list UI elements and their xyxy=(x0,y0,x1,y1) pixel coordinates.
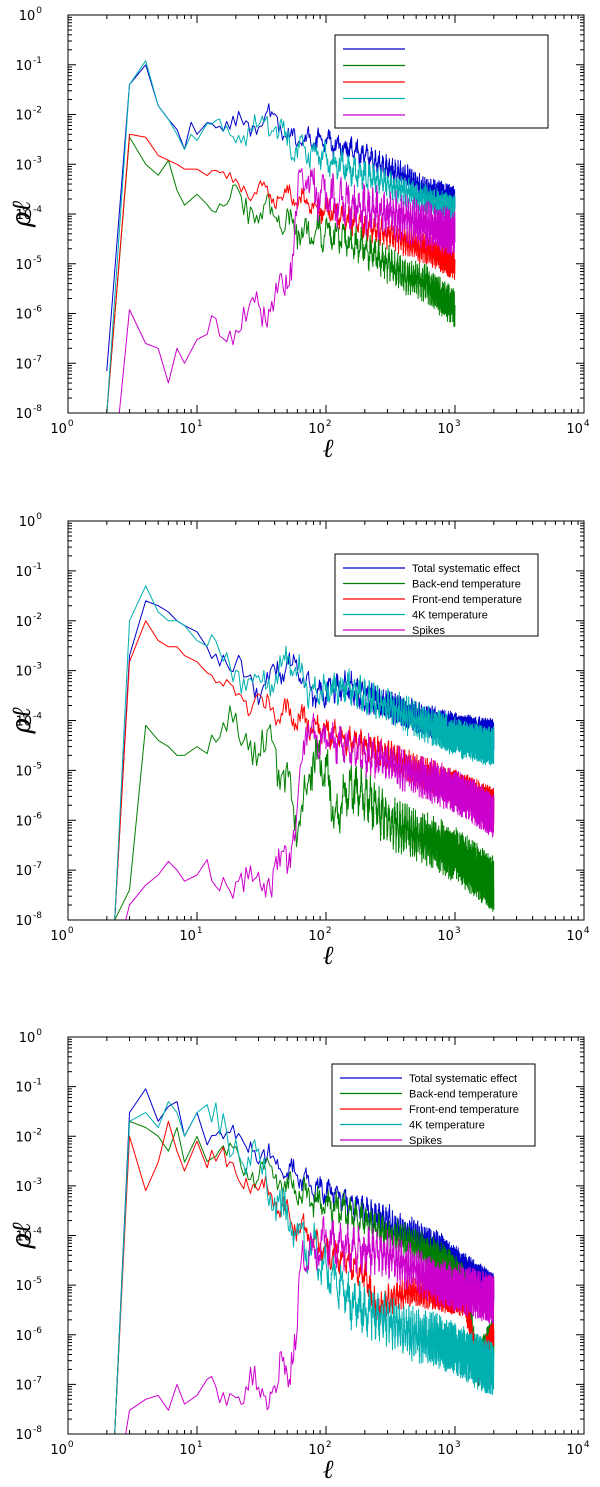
y-tick-label: 10-6 xyxy=(15,305,42,323)
y-tick-label: 10-6 xyxy=(15,1326,42,1344)
y-tick-label: 10-8 xyxy=(15,1425,42,1443)
series-line-spikes xyxy=(125,1216,495,1434)
y-axis-label: ρℓ xyxy=(7,1222,37,1249)
x-tick-label: 104 xyxy=(566,1440,590,1458)
x-axis-label: ℓ xyxy=(323,1455,334,1485)
legend: Total systematic effect Back-end temperat… xyxy=(334,553,539,637)
y-tick-label: 10-2 xyxy=(15,1127,42,1145)
legend-label: Back-end temperature xyxy=(409,1089,518,1101)
legend-label: 4K temperature xyxy=(412,610,488,622)
x-axis-label: ℓ xyxy=(323,941,334,971)
legend-label: Front-end temperature xyxy=(412,594,522,606)
chart-panel-3: 100 101 102 103 10410-810-710-610-510-410-31… xyxy=(7,1028,590,1485)
series-group xyxy=(106,60,456,413)
x-tick-label: 103 xyxy=(437,926,460,944)
x-axis-label: ℓ xyxy=(323,434,334,464)
y-tick-label: 10-3 xyxy=(15,155,42,173)
legend xyxy=(334,34,549,129)
y-tick-label: 10-5 xyxy=(15,1276,42,1294)
series-line-4k-temperature xyxy=(114,585,495,920)
y-tick-label: 10-7 xyxy=(15,1375,42,1393)
legend-label: Total systematic effect xyxy=(409,1073,517,1085)
x-tick-label: 103 xyxy=(437,419,460,437)
x-tick-label: 103 xyxy=(437,1440,460,1458)
y-tick-label: 10-5 xyxy=(15,255,42,273)
y-tick-label: 10-6 xyxy=(15,811,42,829)
y-tick-label: 10-7 xyxy=(15,354,42,372)
y-tick-label: 10-1 xyxy=(15,1078,42,1096)
x-tick-label: 101 xyxy=(179,926,202,944)
y-tick-label: 10-7 xyxy=(15,861,42,879)
series-line-4k-temperature xyxy=(114,1101,495,1434)
y-tick-label: 100 xyxy=(19,1028,43,1046)
series-group xyxy=(114,585,495,920)
x-tick-label: 101 xyxy=(179,1440,202,1458)
y-tick-label: 10-8 xyxy=(15,911,42,929)
legend-label: 4K temperature xyxy=(409,1120,485,1132)
y-tick-label: 100 xyxy=(19,512,43,530)
series-group xyxy=(114,1088,495,1434)
y-tick-label: 10-3 xyxy=(15,1177,42,1195)
y-tick-label: 10-5 xyxy=(15,761,42,779)
series-line-back-end-temperature xyxy=(114,705,495,920)
x-tick-label: 104 xyxy=(566,926,590,944)
legend-label: Spikes xyxy=(409,1135,443,1147)
y-tick-label: 10-2 xyxy=(15,106,42,124)
y-axis-label: ρℓ xyxy=(7,201,37,228)
legend-label: Front-end temperature xyxy=(409,1104,519,1116)
y-tick-label: 10-1 xyxy=(15,562,42,580)
legend-label: Back-end temperature xyxy=(412,579,521,591)
series-line-back-end-temperature xyxy=(106,136,456,413)
y-axis-label: ρℓ xyxy=(7,707,37,734)
chart-panel-2: 100 101 102 103 10410-810-710-610-510-410-31… xyxy=(7,512,590,971)
y-tick-label: 10-3 xyxy=(15,662,42,680)
x-tick-label: 100 xyxy=(50,419,74,437)
chart-panel-1: 100 101 102 103 10410-810-710-610-510-410-31… xyxy=(7,6,590,464)
x-tick-label: 100 xyxy=(50,926,74,944)
legend-label: Total systematic effect xyxy=(412,563,520,575)
series-line-total-systematic-effect xyxy=(114,600,495,920)
x-tick-label: 100 xyxy=(50,1440,74,1458)
x-tick-label: 101 xyxy=(179,419,202,437)
series-line-total-systematic-effect xyxy=(106,64,456,372)
x-tick-label: 104 xyxy=(566,419,590,437)
series-line-spikes xyxy=(125,713,495,920)
y-tick-label: 10-8 xyxy=(15,404,42,422)
legend-label: Spikes xyxy=(412,625,446,637)
series-line-spikes xyxy=(118,167,456,413)
y-tick-label: 10-1 xyxy=(15,56,42,74)
y-tick-label: 100 xyxy=(19,6,43,24)
y-tick-label: 10-2 xyxy=(15,612,42,630)
legend: Total systematic effect Back-end temperat… xyxy=(331,1063,536,1147)
